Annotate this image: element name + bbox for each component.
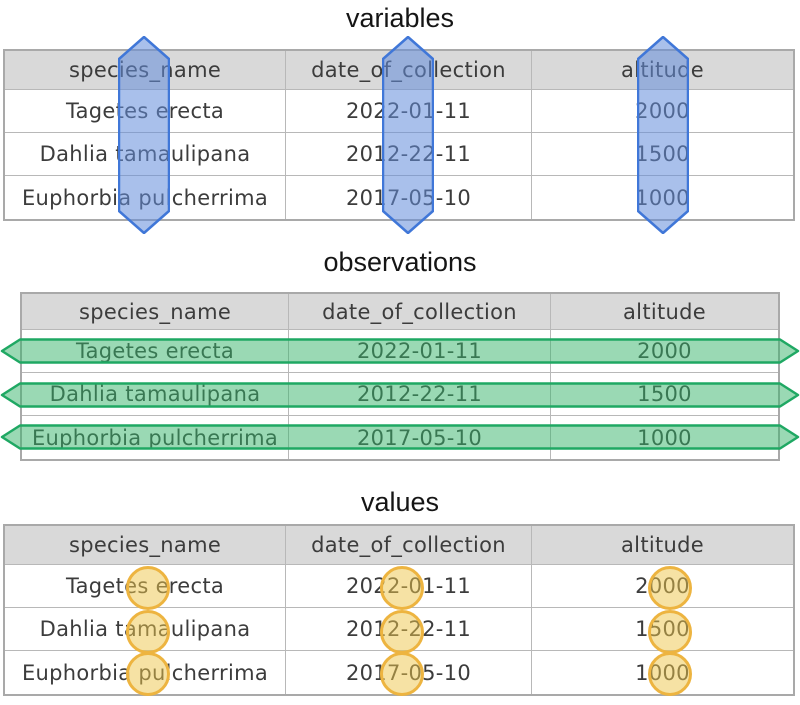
section-title-observations: observations: [323, 247, 477, 277]
table-cell: Euphorbia pulcherrima: [5, 651, 286, 694]
values-table: species_name date_of_collection altitude…: [3, 524, 795, 696]
table-cell: 1000: [637, 425, 692, 450]
header-date-of-collection: date_of_collection: [286, 526, 532, 565]
table-cell: 2000: [532, 565, 793, 608]
table-cell: 1000: [635, 185, 690, 210]
table-cell: 2012-22-11: [286, 133, 532, 176]
table-cell: Euphorbia pulcherrima: [5, 176, 286, 219]
table-cell: Euphorbia pulcherrima: [22, 416, 289, 459]
table-cell: 2017-05-10: [286, 176, 532, 219]
table-cell: 1500: [532, 133, 793, 176]
table-cell: 2012-22-11: [286, 608, 532, 651]
table-cell: 1500: [551, 373, 778, 416]
table-cell: 2022-01-11: [286, 90, 532, 133]
table-cell: 1000: [635, 660, 690, 685]
table-cell: 2022-01-11: [289, 330, 551, 373]
table-cell: 2012-22-11: [289, 373, 551, 416]
section-title-values: values: [360, 487, 440, 517]
table-cell: Tagetes erecta: [5, 565, 286, 608]
header-date-of-collection: date_of_collection: [289, 294, 551, 330]
table-cell: Tagetes erecta: [5, 90, 286, 133]
header-species-name: species_name: [5, 526, 286, 565]
table-cell: 2000: [551, 330, 778, 373]
table-cell: 2017-05-10: [286, 651, 532, 694]
table-cell: Dahlia tamaulipana: [5, 133, 286, 176]
table-cell: Dahlia tamaulipana: [5, 608, 286, 651]
table-cell: 1500: [532, 608, 793, 651]
header-date-of-collection: date_of_collection: [286, 51, 532, 90]
header-altitude: altitude: [532, 526, 793, 565]
table-cell: 2022-01-11: [286, 565, 532, 608]
table-cell: 2000: [532, 90, 793, 133]
header-species-name: species_name: [22, 294, 289, 330]
header-species-name: species_name: [5, 51, 286, 90]
section-title-variables: variables: [345, 3, 455, 33]
observations-table: species_name date_of_collection altitude…: [20, 292, 780, 461]
table-cell: Tagetes erecta: [22, 330, 289, 373]
table-cell: 2017-05-10: [289, 416, 551, 459]
table-cell: Dahlia tamaulipana: [22, 373, 289, 416]
variables-table: species_name date_of_collection altitude…: [3, 49, 795, 221]
header-altitude: altitude: [532, 51, 793, 90]
header-altitude: altitude: [551, 294, 778, 330]
